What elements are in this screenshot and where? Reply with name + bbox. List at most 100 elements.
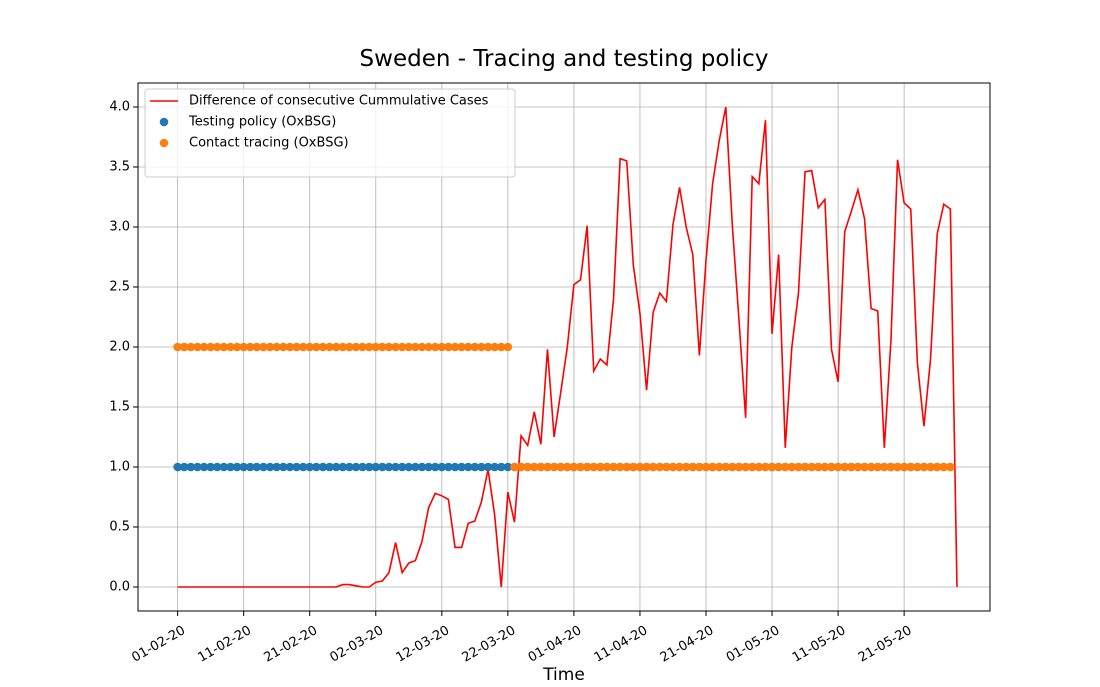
legend-label: Difference of consecutive Cummulative Ca…: [189, 94, 489, 109]
data-point: [378, 342, 387, 352]
data-point: [193, 462, 202, 472]
data-point: [265, 462, 275, 472]
data-point: [695, 462, 704, 472]
data-point: [642, 462, 651, 472]
data-point: [523, 462, 532, 472]
data-point: [331, 342, 341, 352]
data-point: [424, 462, 433, 472]
data-point: [516, 462, 526, 472]
data-point: [252, 462, 262, 472]
data-point: [866, 462, 876, 472]
data-point: [529, 462, 539, 472]
data-point: [490, 342, 499, 352]
data-point: [648, 462, 658, 472]
data-point: [946, 462, 955, 472]
y-tick-label: 2.5: [109, 280, 130, 295]
data-point: [721, 462, 731, 472]
data-point: [675, 462, 684, 472]
data-point: [681, 462, 691, 472]
x-tick-label: 21-05-20: [856, 623, 915, 665]
data-point: [576, 462, 585, 472]
data-point: [629, 462, 638, 472]
data-point: [939, 462, 949, 472]
data-point: [880, 462, 889, 472]
y-tick-label: 3.0: [109, 220, 130, 235]
data-point: [252, 342, 262, 352]
data-point: [833, 462, 843, 472]
data-point: [212, 462, 222, 472]
x-tick-label: 01-05-20: [724, 623, 783, 665]
data-point: [305, 342, 315, 352]
data-point: [345, 342, 354, 352]
data-point: [840, 462, 849, 472]
data-point: [430, 462, 440, 472]
chart-title: Sweden - Tracing and testing policy: [360, 46, 769, 72]
data-point: [457, 462, 466, 472]
y-tick-label: 1.0: [109, 460, 130, 475]
data-point: [926, 462, 935, 472]
data-point: [549, 462, 559, 472]
legend: Difference of consecutive Cummulative Ca…: [144, 88, 516, 178]
data-point: [873, 462, 883, 472]
data-point: [259, 462, 268, 472]
data-point: [245, 462, 255, 472]
data-point: [226, 342, 235, 352]
data-point: [338, 462, 348, 472]
data-point: [364, 462, 374, 472]
data-point: [325, 342, 334, 352]
data-point: [589, 462, 599, 472]
data-point: [563, 462, 572, 472]
data-point: [754, 462, 764, 472]
data-point: [463, 462, 473, 472]
data-point: [609, 462, 618, 472]
data-point: [847, 462, 856, 472]
data-point: [232, 342, 242, 352]
data-point: [602, 462, 612, 472]
data-point: [397, 462, 407, 472]
data-point: [556, 462, 565, 472]
data-point: [384, 462, 394, 472]
y-tick-label: 3.5: [109, 160, 130, 175]
data-point: [417, 462, 427, 472]
data-line: [177, 106, 958, 588]
data-point: [239, 462, 248, 472]
data-point: [358, 342, 367, 352]
data-point: [285, 342, 295, 352]
data-point: [622, 462, 632, 472]
data-point: [688, 462, 698, 472]
x-tick-label: 21-04-20: [658, 623, 717, 665]
data-point: [820, 462, 830, 472]
data-point: [345, 462, 354, 472]
data-point: [596, 462, 605, 472]
x-tick-label: 11-02-20: [195, 623, 254, 665]
data-point: [219, 462, 229, 472]
data-point: [199, 342, 209, 352]
data-point: [292, 462, 301, 472]
y-tick-label: 1.5: [109, 400, 130, 415]
data-point: [351, 462, 361, 472]
x-tick-label: 11-04-20: [592, 623, 651, 665]
x-tick-label: 11-05-20: [790, 623, 849, 665]
data-point: [767, 462, 777, 472]
data-point: [298, 342, 308, 352]
data-point: [437, 462, 447, 472]
data-point: [173, 342, 182, 352]
data-point: [173, 462, 182, 472]
data-point: [285, 462, 295, 472]
data-point: [853, 462, 863, 472]
data-point: [391, 342, 400, 352]
data-point: [424, 342, 433, 352]
data-point: [893, 462, 902, 472]
data-point: [734, 462, 744, 472]
data-point: [932, 462, 942, 472]
x-tick-label: 22-03-20: [460, 623, 519, 665]
data-point: [331, 462, 341, 472]
data-point: [259, 342, 268, 352]
data-point: [265, 342, 275, 352]
data-point: [186, 462, 196, 472]
data-point: [794, 462, 803, 472]
x-axis-label: Time: [542, 665, 585, 685]
y-tick-label: 4.0: [109, 100, 130, 115]
